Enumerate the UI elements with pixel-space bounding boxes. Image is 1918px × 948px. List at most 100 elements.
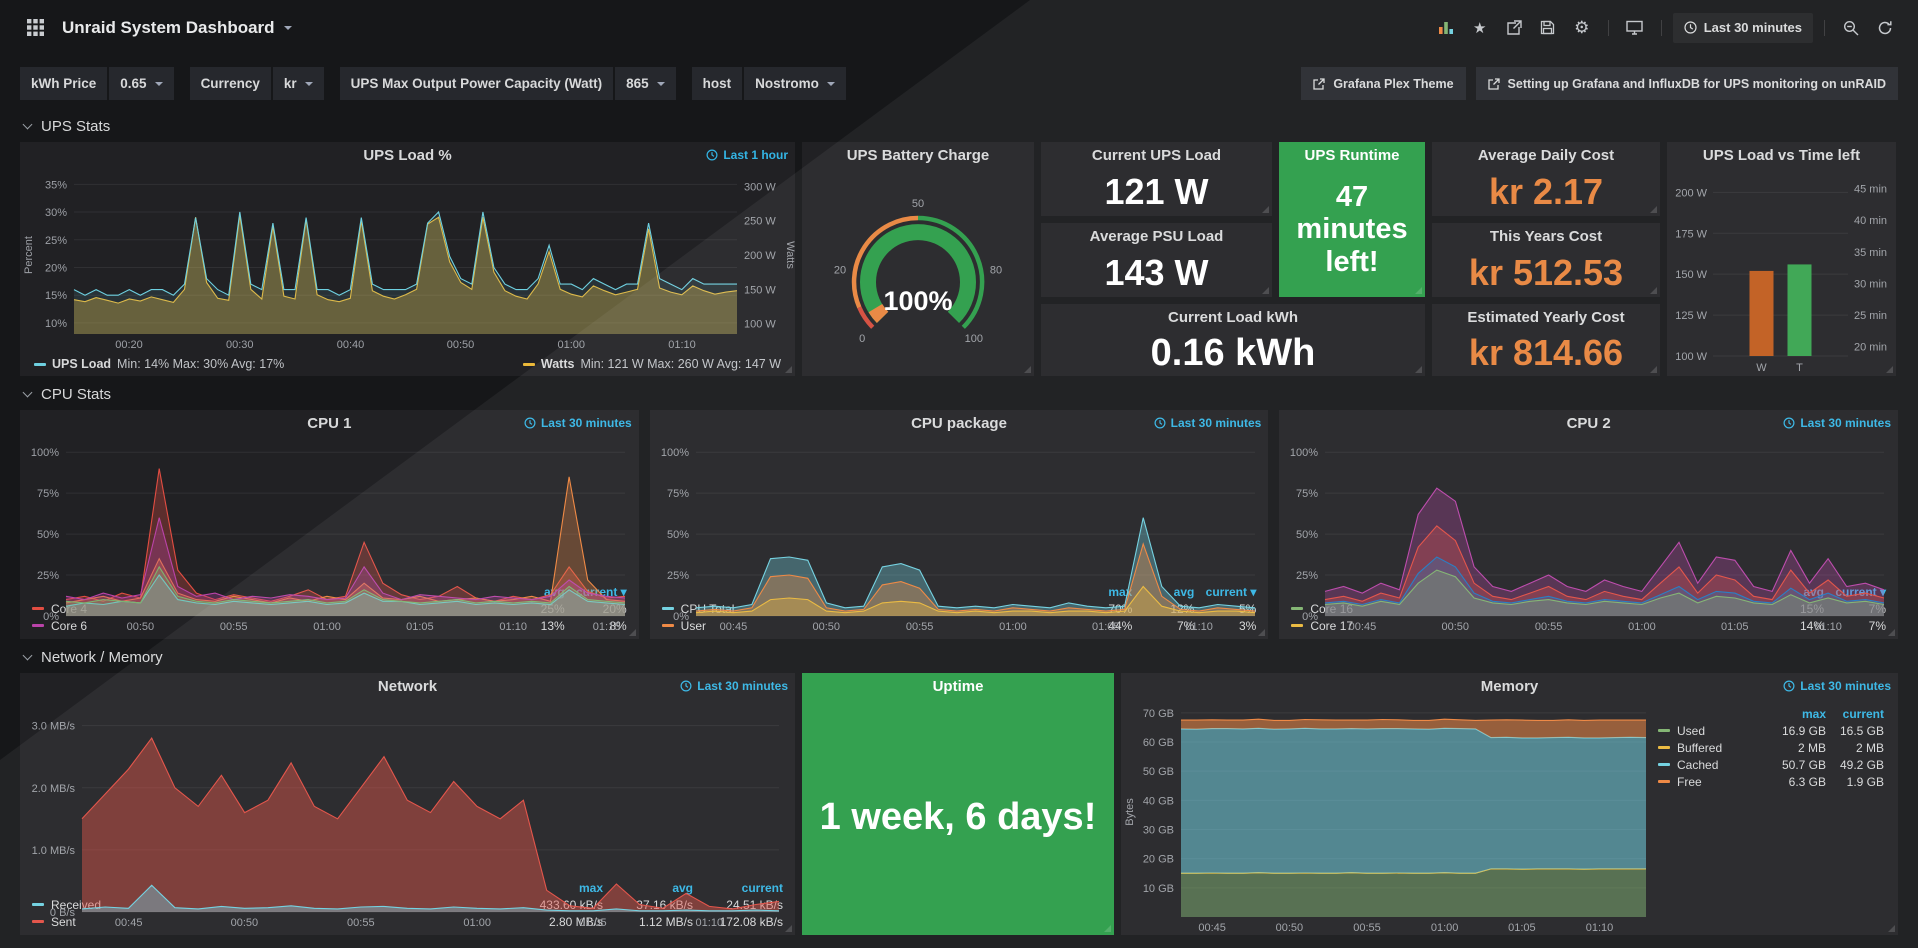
panel-title[interactable]: CPU 2 bbox=[1566, 414, 1611, 432]
variable-value-dropdown[interactable]: Nostromo bbox=[744, 67, 846, 100]
panel-title[interactable]: Average Daily Cost bbox=[1477, 146, 1615, 164]
legend-item[interactable]: Core 16 bbox=[1291, 602, 1762, 616]
legend-column-header[interactable]: avg bbox=[1173, 584, 1195, 599]
variable-value-dropdown[interactable]: 0.65 bbox=[109, 67, 174, 100]
cpu-package-chart[interactable]: 0% 25% 50% 75% 100% 00:45 00:50 00:55 01:00 01:05… bbox=[650, 436, 1269, 633]
legend-value: 49.2 GB bbox=[1839, 757, 1884, 772]
panel-title[interactable]: UPS Load % bbox=[363, 146, 452, 164]
section-title: CPU Stats bbox=[41, 386, 112, 403]
dashboard-title[interactable]: Unraid System Dashboard bbox=[62, 18, 292, 38]
panel-title[interactable]: UPS Battery Charge bbox=[846, 146, 990, 164]
panel-title[interactable]: Current UPS Load bbox=[1091, 146, 1222, 164]
svg-text:25%: 25% bbox=[37, 570, 59, 582]
legend-item[interactable]: Core 17 bbox=[1291, 619, 1762, 633]
save-button[interactable] bbox=[1533, 13, 1563, 43]
ups-load-vs-time-chart[interactable]: 100 W 125 W 150 W 175 W 200 W 20 min 25 min 30 … bbox=[1667, 168, 1896, 376]
panel-title[interactable]: Current Load kWh bbox=[1168, 308, 1298, 326]
memory-chart[interactable]: 10 GB 20 GB 30 GB 40 GB 50 GB 60 GB 70 GB 00:45… bbox=[1121, 699, 1658, 935]
legend-series-name: Used bbox=[1677, 723, 1706, 738]
panel-header: UPS Load % Last 1 hour bbox=[20, 142, 795, 168]
svg-text:0 B/s: 0 B/s bbox=[50, 907, 76, 919]
panel-title[interactable]: Uptime bbox=[932, 677, 984, 695]
add-panel-button[interactable] bbox=[1431, 13, 1461, 43]
section-header-ups-stats[interactable]: UPS Stats bbox=[0, 110, 1918, 142]
panel-title[interactable]: Memory bbox=[1480, 677, 1539, 695]
star-button[interactable]: ★ bbox=[1465, 13, 1495, 43]
legend-item[interactable]: Free bbox=[1658, 775, 1768, 789]
legend-column-header[interactable]: max bbox=[578, 880, 603, 895]
cycle-view-mode-button[interactable] bbox=[1620, 13, 1650, 43]
svg-text:00:50: 00:50 bbox=[812, 621, 840, 633]
variable-host: host Nostromo bbox=[691, 67, 846, 100]
clock-icon bbox=[680, 680, 692, 692]
svg-text:00:55: 00:55 bbox=[347, 917, 375, 929]
legend-series-name: Core 16 bbox=[1310, 601, 1354, 616]
legend-column-header[interactable]: current bbox=[1842, 706, 1884, 721]
link-grafana-plex-theme[interactable]: Grafana Plex Theme bbox=[1301, 67, 1466, 100]
svg-text:45 min: 45 min bbox=[1854, 184, 1887, 196]
svg-text:00:30: 00:30 bbox=[226, 339, 254, 351]
share-button[interactable] bbox=[1499, 13, 1529, 43]
legend-column-header[interactable]: avg bbox=[672, 880, 693, 895]
dashboard-picker-button[interactable] bbox=[18, 11, 52, 45]
variable-value: Nostromo bbox=[755, 76, 819, 91]
legend-column-header[interactable]: current ▾ bbox=[1205, 584, 1257, 599]
refresh-button[interactable] bbox=[1870, 13, 1900, 43]
network-chart[interactable]: 0 B/s 1.0 MB/s 2.0 MB/s 3.0 MB/s 00:45 00:50 0… bbox=[20, 699, 795, 929]
svg-text:3.0 MB/s: 3.0 MB/s bbox=[32, 721, 76, 733]
legend-swatch bbox=[32, 903, 44, 906]
legend-item[interactable]: UPS Load Min: 14% Max: 30% Avg: 17% bbox=[34, 357, 284, 371]
link-label: Grafana Plex Theme bbox=[1333, 76, 1454, 91]
time-picker-button[interactable]: Last 30 minutes bbox=[1672, 12, 1813, 43]
legend-item[interactable]: Sent bbox=[32, 915, 513, 929]
legend-value: 7% bbox=[1868, 618, 1887, 633]
panel-title[interactable]: This Years Cost bbox=[1489, 227, 1603, 245]
variable-value-dropdown[interactable]: 865 bbox=[615, 67, 676, 100]
legend-item[interactable]: User bbox=[661, 618, 1071, 633]
legend-item[interactable]: Buffered bbox=[1658, 741, 1768, 755]
variable-currency: Currency kr bbox=[189, 67, 324, 100]
legend-column-header[interactable]: max bbox=[1801, 706, 1826, 721]
panel-title[interactable]: CPU 1 bbox=[307, 414, 352, 432]
cpu1-chart[interactable]: 0% 25% 50% 75% 100% 00:50 00:55 01:00 01:05 01:10… bbox=[20, 436, 639, 633]
legend-item[interactable]: Used bbox=[1658, 724, 1768, 738]
legend-column-header[interactable]: avg bbox=[1803, 584, 1825, 599]
legend-item[interactable]: Watts Min: 121 W Max: 260 W Avg: 147 W bbox=[522, 357, 781, 371]
svg-text:00:45: 00:45 bbox=[115, 917, 143, 929]
stat-value: 47 minutes left! bbox=[1296, 180, 1408, 278]
panel-title[interactable]: Network bbox=[377, 677, 438, 695]
panel-ups-load-vs-time-left: UPS Load vs Time left 100 W 125 W 150 W 175… bbox=[1667, 142, 1896, 376]
panel-time-label: Last 1 hour bbox=[723, 148, 788, 162]
panel-title[interactable]: CPU package bbox=[911, 414, 1007, 432]
battery-gauge-chart[interactable]: 0 20 50 80 100 100% bbox=[802, 168, 1034, 376]
chevron-down-icon bbox=[154, 81, 163, 86]
svg-text:Bytes: Bytes bbox=[1124, 798, 1136, 826]
legend-column-header[interactable]: current bbox=[741, 880, 783, 895]
panel-title[interactable]: Average PSU Load bbox=[1089, 227, 1224, 245]
variable-value-dropdown[interactable]: kr bbox=[272, 67, 324, 100]
legend-item[interactable]: Core 4 bbox=[32, 602, 503, 616]
legend-item[interactable]: Cached bbox=[1658, 758, 1768, 772]
panel-title[interactable]: Estimated Yearly Cost bbox=[1467, 308, 1625, 326]
panel-title[interactable]: UPS Load vs Time left bbox=[1702, 146, 1861, 164]
legend-series-name: User bbox=[680, 618, 707, 633]
zoom-out-button[interactable] bbox=[1836, 13, 1866, 43]
section-header-network-memory[interactable]: Network / Memory bbox=[0, 641, 1918, 673]
ups-load-chart[interactable]: 10% 15% 20% 25% 30% 35% 100 W 150 W 200 W 250 W 30… bbox=[20, 168, 795, 352]
legend-column-header[interactable]: current ▾ bbox=[575, 584, 627, 599]
cpu2-chart[interactable]: 0% 25% 50% 75% 100% 00:45 00:50 00:55 01:00 01:05… bbox=[1279, 436, 1898, 633]
panel-title[interactable]: UPS Runtime bbox=[1304, 146, 1400, 164]
legend-item[interactable]: Core 6 bbox=[32, 619, 503, 633]
legend-value: 172.08 kB/s bbox=[719, 914, 783, 929]
settings-button[interactable]: ⚙ bbox=[1567, 13, 1597, 43]
legend-value: 15% bbox=[1799, 601, 1825, 616]
clock-icon bbox=[524, 417, 536, 429]
section-header-cpu-stats[interactable]: CPU Stats bbox=[0, 378, 1918, 410]
svg-text:30%: 30% bbox=[45, 207, 67, 219]
monitor-icon bbox=[1626, 20, 1643, 35]
legend-value: 37.16 kB/s bbox=[636, 897, 693, 912]
link-grafana-influxdb-guide[interactable]: Setting up Grafana and InfluxDB for UPS … bbox=[1475, 67, 1898, 100]
legend-series-name: Core 4 bbox=[51, 601, 88, 616]
svg-text:01:00: 01:00 bbox=[1431, 922, 1459, 934]
panel-cpu-package: CPU package Last 30 minutes 0% 25% 50% 75% 1… bbox=[649, 410, 1269, 639]
